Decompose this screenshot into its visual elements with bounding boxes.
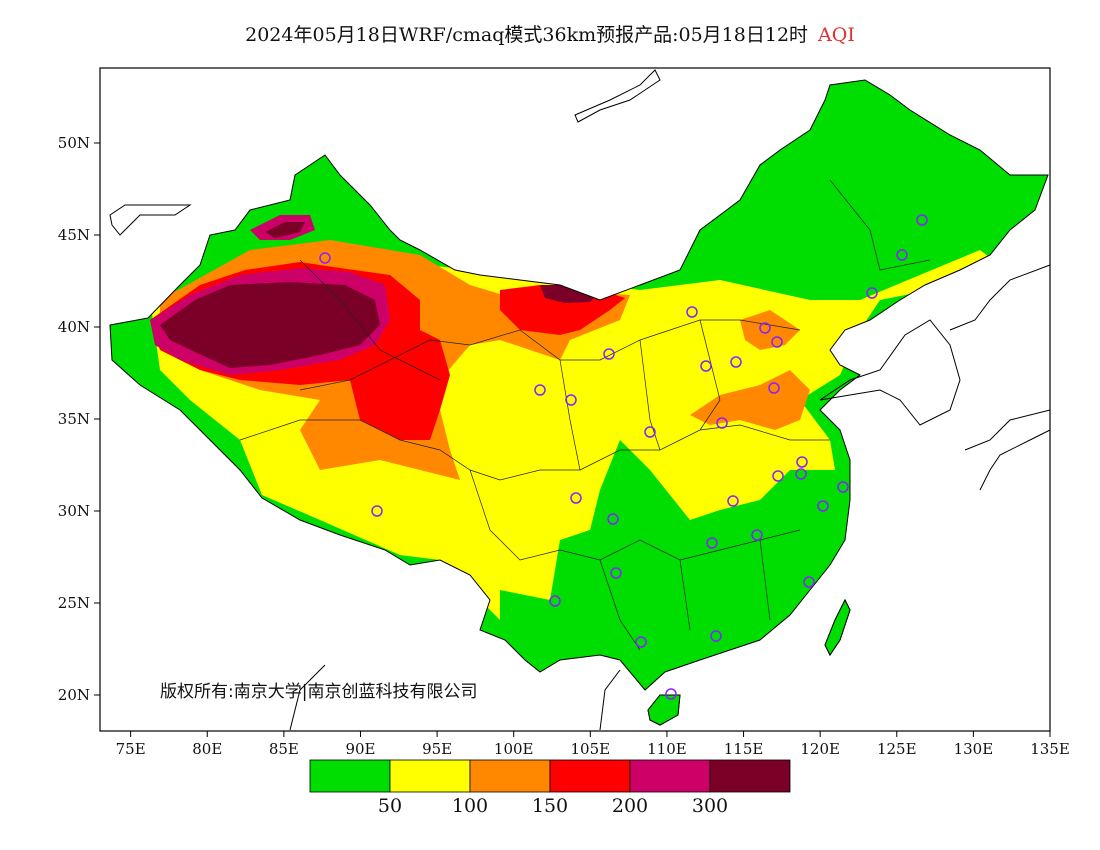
aqi-hazardous-zone-north: [265, 222, 305, 238]
lon-tick-label: 85E: [269, 740, 299, 758]
station-circle-icon: [795, 468, 807, 480]
lon-tick-label: 80E: [192, 740, 222, 758]
station-circle-icon: [727, 495, 739, 507]
station-circle-icon: [751, 529, 763, 541]
lon-tick-label: 105E: [571, 740, 611, 758]
lon-tick-label: 120E: [800, 740, 840, 758]
station-circle-icon: [796, 456, 808, 468]
map-frame: [99, 67, 1051, 732]
lon-tick-label: 130E: [954, 740, 994, 758]
lon-tick-label: 75E: [116, 740, 146, 758]
lat-tick-label: 45N: [58, 226, 90, 244]
country-outline-fills: [110, 80, 1048, 690]
station-circle-icon: [706, 537, 718, 549]
colorbar-label: 100: [452, 795, 488, 817]
station-circle-icon: [610, 567, 622, 579]
copyright-text: 版权所有:南京大学|南京创蓝科技有限公司: [160, 682, 477, 702]
lon-tick-label: 100E: [494, 740, 534, 758]
station-circle-icon: [837, 481, 849, 493]
lat-tick-label: 40N: [58, 318, 90, 336]
station-circle-icon: [607, 513, 619, 525]
province-borders: [239, 179, 931, 651]
lat-tick-label: 30N: [58, 502, 90, 520]
station-circle-icon: [635, 636, 647, 648]
longitude-axis: 75E 80E 85E 90E 95E 100E 105E 110E 115E 120E 125E 1…: [116, 731, 1070, 758]
lon-tick-label: 95E: [422, 740, 452, 758]
station-circle-icon: [565, 394, 577, 406]
monitoring-stations: [319, 214, 928, 700]
station-circle-icon: [319, 252, 331, 264]
colorbar-label: 150: [532, 795, 568, 817]
colorbar-swatch: [709, 759, 791, 793]
lon-tick-label: 115E: [724, 740, 764, 758]
station-circle-icon: [771, 336, 783, 348]
station-circle-icon: [896, 249, 908, 261]
station-circle-icon: [817, 500, 829, 512]
taiwan-island: [824, 598, 851, 656]
station-circle-icon: [570, 492, 582, 504]
hainan-island: [647, 694, 681, 726]
country-border: [109, 79, 1049, 691]
station-circle-icon: [730, 356, 742, 368]
station-circle-icon: [644, 426, 656, 438]
colorbar-label: 200: [612, 795, 648, 817]
lon-tick-label: 125E: [877, 740, 917, 758]
lon-tick-label: 90E: [345, 740, 375, 758]
station-circle-icon: [534, 384, 546, 396]
station-circle-icon: [603, 348, 615, 360]
colorbar-swatch: [309, 759, 391, 793]
aqi-colorbar: 50 100 150 200 300: [309, 759, 791, 817]
colorbar-label: 50: [378, 795, 402, 817]
lat-tick-label: 35N: [58, 410, 90, 428]
title-variable: AQI: [818, 24, 855, 46]
station-circle-icon: [866, 287, 878, 299]
lat-tick-label: 25N: [58, 594, 90, 612]
aqi-sensitive-zone-east: [690, 370, 810, 430]
station-circle-icon: [772, 470, 784, 482]
station-circle-icon: [768, 382, 780, 394]
map-title: 2024年05月18日WRF/cmaq模式36km预报产品:05月18日12时 A…: [0, 20, 1100, 47]
colorbar-swatch: [549, 759, 631, 793]
station-circle-icon: [665, 688, 677, 700]
colorbar-swatch: [469, 759, 551, 793]
colorbar-swatch: [389, 759, 471, 793]
lat-tick-label: 20N: [58, 686, 90, 704]
latitude-axis: 50N 45N 40N 35N 30N 25N 20N: [58, 134, 100, 704]
station-circle-icon: [371, 505, 383, 517]
lat-tick-label: 50N: [58, 134, 90, 152]
station-circle-icon: [700, 360, 712, 372]
aqi-hazardous-zone: [160, 282, 380, 368]
station-circle-icon: [686, 306, 698, 318]
station-circle-icon: [710, 630, 722, 642]
colorbar-label: 300: [692, 795, 728, 817]
station-circle-icon: [916, 214, 928, 226]
title-main: 2024年05月18日WRF/cmaq模式36km预报产品:05月18日12时: [245, 24, 809, 46]
lon-tick-label: 110E: [647, 740, 687, 758]
station-circle-icon: [803, 576, 815, 588]
station-circle-icon: [549, 595, 561, 607]
lon-tick-label: 135E: [1030, 740, 1070, 758]
station-circle-icon: [759, 322, 771, 334]
station-circle-icon: [716, 417, 728, 429]
colorbar-swatch: [629, 759, 711, 793]
